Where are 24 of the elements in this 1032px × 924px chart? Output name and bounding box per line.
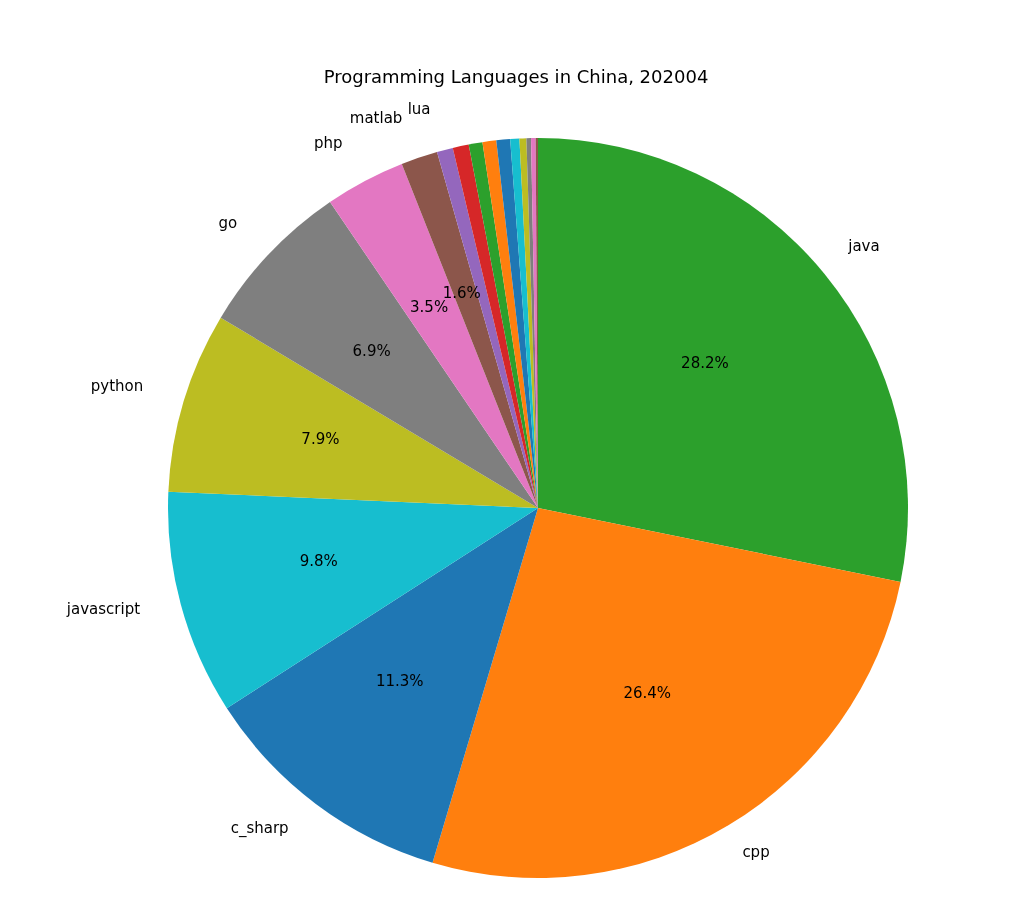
chart-title: Programming Languages in China, 202004 — [322, 66, 710, 87]
data-label: 11.3% — [375, 671, 424, 690]
slice-label: matlab — [349, 108, 403, 127]
data-label: 28.2% — [681, 353, 729, 372]
slice-label: cpp — [742, 843, 770, 862]
pie-slice — [220, 201, 538, 508]
slice-label: go — [218, 214, 238, 233]
pie-slice — [168, 317, 538, 508]
slice-label: javascript — [65, 600, 141, 619]
slice-label: php — [313, 134, 343, 153]
pie-slice — [168, 491, 538, 709]
pie-slice — [401, 152, 538, 508]
data-label: 6.9% — [352, 341, 391, 360]
pie-slice — [432, 508, 901, 878]
data-label: 9.8% — [299, 551, 338, 570]
pie-slice — [226, 508, 538, 863]
slice-label: python — [90, 376, 144, 395]
data-label: 7.9% — [301, 430, 340, 449]
slice-label: lua — [407, 100, 431, 119]
slice-label: java — [847, 236, 880, 255]
pie-slice — [482, 140, 538, 508]
data-label: 3.5% — [410, 297, 449, 316]
slice-label: c_sharp — [230, 819, 289, 839]
data-label: 26.4% — [623, 684, 672, 703]
